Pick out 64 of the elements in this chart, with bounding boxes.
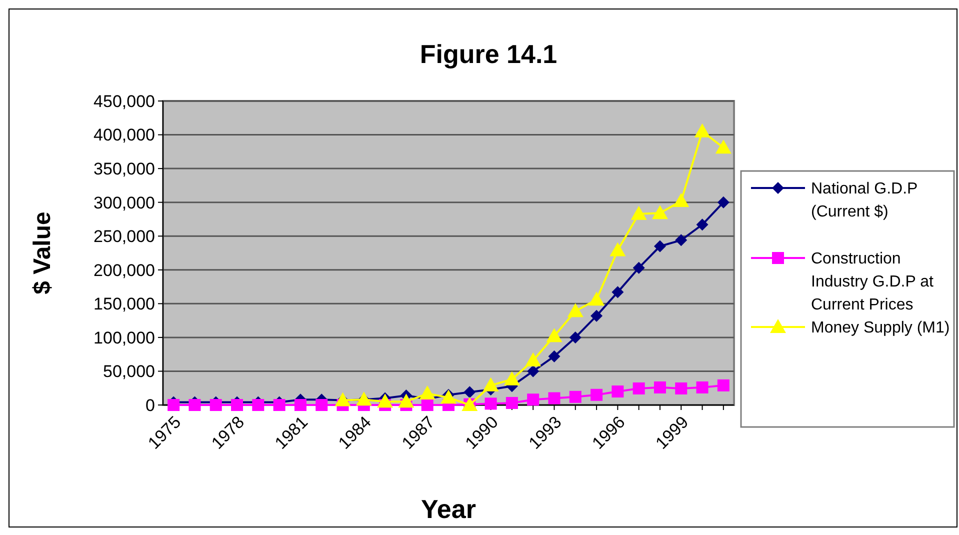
y-tick-label: 100,000 [94, 328, 155, 348]
point [421, 399, 434, 411]
y-axis-title: $ Value [29, 212, 56, 294]
y-tick-label: 450,000 [94, 92, 155, 111]
point [273, 399, 286, 411]
point [654, 381, 666, 394]
point [419, 386, 436, 400]
y-tick-label: 200,000 [94, 260, 155, 280]
point [548, 350, 560, 362]
point [398, 394, 414, 408]
point [188, 399, 201, 411]
point [717, 379, 730, 392]
point [632, 262, 645, 274]
legend-label: National G.D.P (Current $) [811, 180, 918, 221]
point [377, 394, 394, 408]
point [696, 218, 708, 231]
point [588, 292, 605, 306]
point [673, 192, 690, 207]
point [652, 205, 668, 220]
point [316, 399, 328, 411]
point [717, 196, 730, 208]
point [630, 206, 647, 220]
point [694, 123, 710, 138]
y-tick-label: 150,000 [94, 294, 155, 314]
y-tick-label: 50,000 [103, 362, 155, 382]
y-tick-label: 400,000 [94, 126, 155, 145]
legend-label: Money Supply (M1) [811, 320, 950, 337]
point [590, 310, 603, 322]
legend-label: Construction Industry G.D.P at Current Prices [811, 250, 934, 314]
point [440, 390, 456, 404]
point [464, 386, 476, 398]
point [696, 381, 708, 394]
point [590, 388, 603, 401]
y-tick-label: 350,000 [94, 160, 155, 179]
point [527, 365, 540, 378]
point [546, 328, 562, 342]
point [612, 286, 624, 298]
point [675, 234, 688, 246]
point [567, 303, 584, 318]
point [210, 399, 222, 411]
point [252, 399, 264, 411]
y-tick-label: 0 [146, 396, 155, 415]
point [569, 390, 582, 403]
point [168, 399, 180, 411]
point [484, 398, 497, 410]
y-tick-label: 300,000 [94, 193, 155, 212]
point [504, 371, 520, 386]
point [612, 385, 624, 398]
y-tick-label: 250,000 [94, 227, 155, 246]
point [675, 382, 688, 394]
point [715, 140, 732, 154]
point [506, 396, 518, 409]
point [525, 352, 542, 366]
point [654, 240, 666, 252]
chart-title: Figure 14.1 [420, 39, 558, 69]
point [569, 331, 582, 344]
point [482, 377, 499, 392]
point [294, 399, 306, 411]
point [231, 399, 244, 411]
point [548, 392, 560, 404]
x-axis-title: Year [421, 494, 476, 524]
point [632, 382, 645, 394]
point [527, 394, 540, 406]
point [610, 242, 626, 256]
